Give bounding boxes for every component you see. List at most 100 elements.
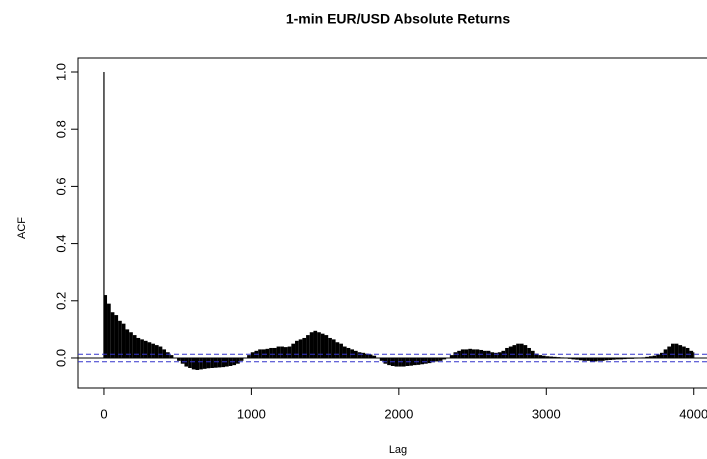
x-tick-label: 4000 (679, 406, 707, 421)
acf-bar (365, 353, 369, 358)
acf-bar (269, 347, 273, 358)
acf-bar (158, 346, 163, 358)
acf-bar (147, 342, 152, 358)
acf-bar (217, 357, 222, 368)
acf-bar (110, 312, 115, 358)
acf-bar (265, 348, 270, 358)
acf-bar (519, 343, 524, 358)
acf-bar (674, 343, 679, 358)
acf-bar (678, 345, 683, 358)
y-tick-label: 0.2 (53, 292, 68, 310)
acf-bar (530, 350, 535, 358)
acf-bar (401, 357, 406, 367)
acf-bar (188, 357, 192, 368)
acf-bar (354, 350, 358, 358)
acf-bar (224, 357, 229, 367)
acf-bar (523, 345, 528, 358)
acf-bar (287, 346, 292, 358)
acf-bar (652, 355, 657, 358)
acf-bar (291, 343, 296, 358)
acf-bar (372, 355, 377, 358)
acf-bar (586, 357, 590, 361)
acf-bar (239, 357, 244, 361)
acf-bar (571, 357, 576, 360)
acf-bar (578, 357, 583, 361)
acf-bar (582, 357, 587, 361)
acf-bar (453, 352, 458, 358)
acf-bar (114, 315, 119, 358)
acf-bar (280, 346, 284, 358)
acf-bar (398, 357, 402, 367)
acf-bar (368, 354, 373, 358)
acf-bar (103, 295, 108, 358)
acf-bar (346, 347, 351, 358)
acf-bar (191, 357, 196, 370)
acf-bar (383, 357, 388, 364)
acf-bar (129, 332, 133, 358)
acf-bar (659, 352, 664, 358)
y-tick-label: 0.8 (53, 120, 68, 138)
acf-bar (132, 335, 137, 358)
acf-bar (283, 347, 288, 358)
acf-bar (600, 357, 605, 361)
acf-bar (612, 357, 616, 360)
acf-bar (438, 357, 443, 361)
acf-bar (689, 350, 694, 358)
y-axis-label: ACF (16, 217, 28, 239)
acf-bar (324, 335, 329, 358)
acf-bar (663, 349, 668, 358)
acf-bar (154, 345, 159, 358)
acf-bar (213, 357, 218, 368)
acf-bar (166, 352, 170, 358)
acf-bar (608, 357, 613, 360)
acf-bar (685, 347, 690, 358)
acf-bar (247, 355, 251, 358)
chart-title: 1-min EUR/USD Absolute Returns (286, 11, 510, 27)
acf-bar (317, 332, 321, 358)
acf-bar (342, 346, 347, 358)
acf-bar (339, 343, 343, 358)
acf-bar (394, 357, 399, 367)
acf-bar (177, 357, 181, 361)
y-tick-label: 0.6 (53, 177, 68, 195)
acf-bar (272, 347, 277, 358)
acf-bar (328, 337, 332, 358)
acf-bar (457, 350, 461, 358)
acf-bar (143, 340, 148, 358)
y-tick-label: 0.0 (53, 349, 68, 367)
acf-bar (435, 357, 439, 362)
acf-bar (107, 303, 111, 358)
acf-bar (184, 357, 189, 367)
acf-bar (623, 357, 627, 360)
acf-bar (693, 352, 695, 358)
x-tick-label: 1000 (237, 406, 266, 421)
acf-bar (409, 357, 413, 366)
acf-bar (604, 357, 609, 361)
acf-bar (615, 357, 620, 360)
acf-bar (667, 346, 672, 358)
acf-bar (180, 357, 185, 364)
acf-bar (648, 356, 653, 358)
acf-bar (442, 357, 447, 360)
acf-bar (527, 347, 531, 358)
acf-bar (206, 357, 211, 369)
acf-bar (490, 352, 495, 358)
acf-bar (464, 349, 469, 358)
acf-bar (320, 333, 325, 358)
acf-bar (494, 352, 498, 358)
acf-bar (619, 357, 624, 360)
acf-bar (162, 349, 167, 358)
acf-bar (460, 349, 465, 358)
acf-bar (136, 337, 141, 358)
acf-bar (276, 346, 281, 358)
acf-bar (331, 339, 336, 358)
acf-bar (361, 352, 366, 358)
acf-bar (221, 357, 225, 368)
acf-bar (306, 335, 310, 358)
acf-bar (424, 357, 428, 364)
acf-bar (549, 356, 554, 358)
acf-bar (497, 352, 502, 358)
acf-bar (169, 355, 174, 358)
acf-bar (350, 349, 355, 358)
